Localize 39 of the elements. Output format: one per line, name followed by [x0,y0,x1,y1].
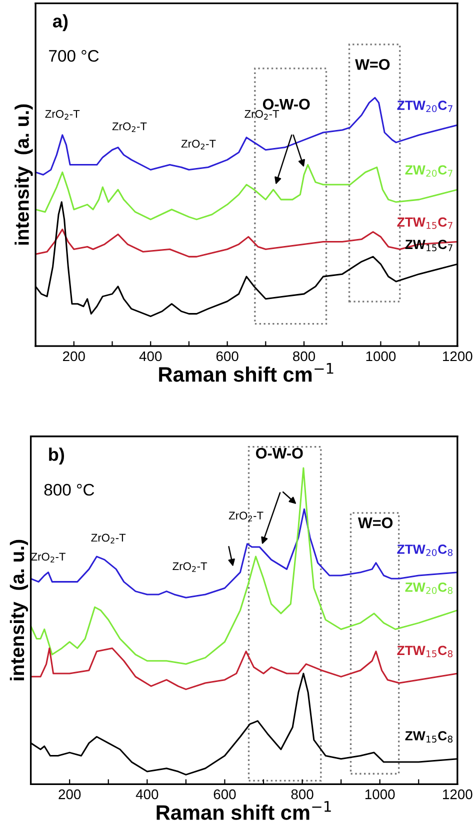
x-axis-title: Raman shift cm$^{−1}$ [159,363,334,382]
x-tick-label: 600 [216,351,238,362]
text: b) [49,448,64,464]
series-label: ZTW$_{20}$C$_{8}$ [397,544,453,556]
x-axis-title: Raman shift cm$^{−1}$ [156,801,331,820]
annotation: ZrO$_{2}$-T [91,534,126,544]
x-tick-label: 400 [139,351,162,362]
x-tick-label: 1200 [443,789,472,800]
x-tick-label: 400 [136,789,158,800]
x-tick-label: 1000 [365,789,395,800]
series-label: ZW$_{20}$C$_{8}$ [405,582,452,594]
x-tick-label: 200 [63,351,85,362]
x-tick-label: 800 [291,789,314,800]
annotation: W=O [358,517,393,528]
series-label: ZW$_{15}$C$_{8}$ [405,731,452,743]
x-tick-label: 600 [214,789,236,800]
annotation: ZrO$_{2}$-T [244,110,280,120]
annotation: O-W-O [262,98,310,110]
x-tick-label: 800 [293,351,316,362]
x-tick-label: 1200 [443,351,472,362]
annotation: ZrO$_{2}$-T [228,512,264,522]
series-label: ZTW$_{15}$C$_{7}$ [397,217,452,229]
annotation: ZrO$_{2}$-T [31,552,66,562]
y-axis-title: intensity (a. u.) [14,104,33,245]
annotation: ZrO$_{2}$-T [172,562,208,572]
series-label: ZTW$_{15}$C$_{8}$ [397,646,453,658]
series-label: ZW$_{20}$C$_{7}$ [405,165,452,177]
series-label: ZTW$_{20}$C$_{7}$ [397,100,452,112]
x-tick-label: 200 [58,789,81,800]
text: 700 °C [49,50,99,62]
text: W=O [355,59,390,70]
annotation: ZrO$_{2}$-T [45,110,80,120]
text: a) [52,14,68,32]
y-axis-title: intensity (a. u.) [10,540,28,680]
x-tick-label: 1000 [366,351,396,362]
annotation: ZrO$_{2}$-T [181,140,216,150]
annotation: ZrO$_{2}$-T [112,122,147,132]
annotation: 800 °C [44,484,94,496]
text: O-W-O [256,448,303,459]
